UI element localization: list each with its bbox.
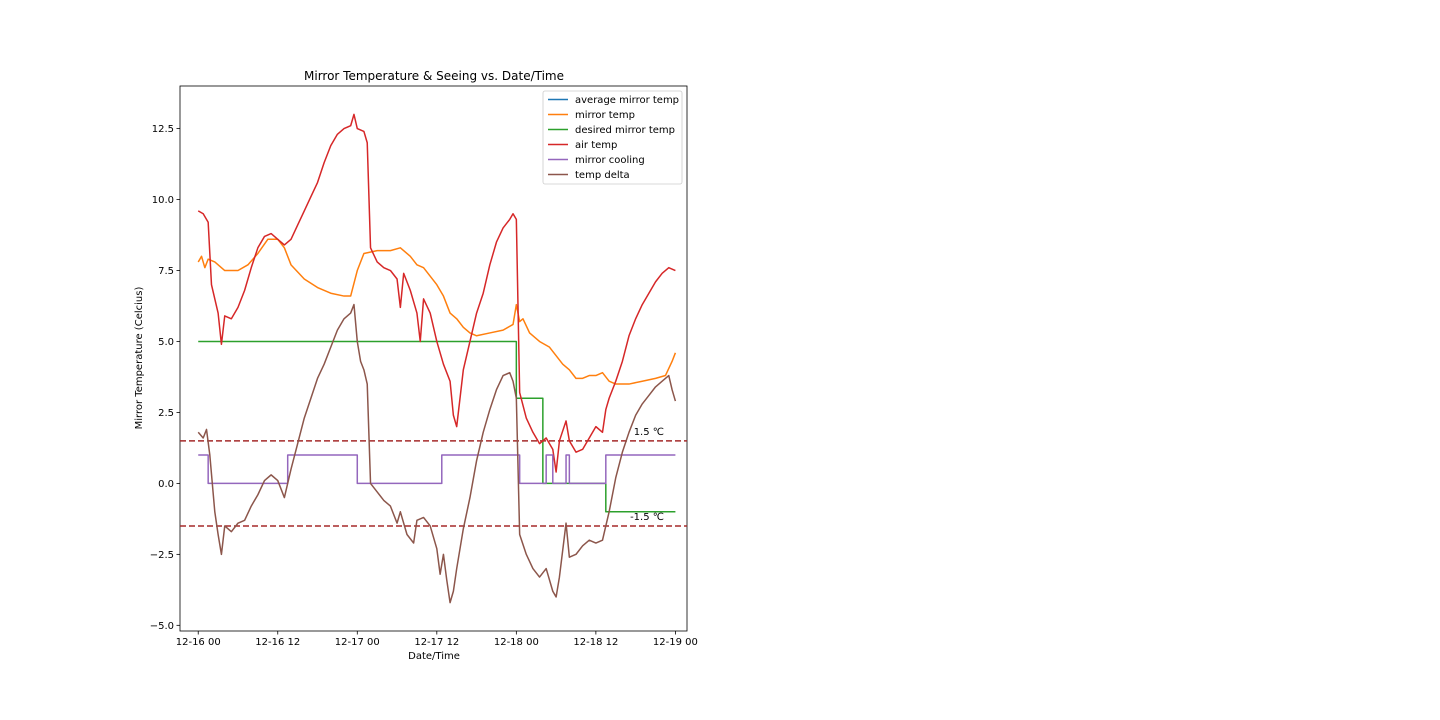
x-tick-label: 12-18 00	[494, 637, 539, 648]
reference-line-label: -1.5 ℃	[630, 512, 664, 523]
x-axis-label: Date/Time	[408, 651, 460, 662]
y-tick-label: 10.0	[152, 195, 174, 206]
legend-box	[542, 90, 683, 185]
x-tick-label: 12-16 00	[176, 637, 221, 648]
x-tick-label: 12-16 12	[255, 637, 300, 648]
air-temp-line	[197, 113, 676, 473]
legend-label: air temp	[575, 140, 617, 151]
chart-title: Mirror Temperature & Seeing vs. Date/Tim…	[304, 69, 564, 83]
x-axis: 12-16 00 12-16 12 12-17 00 12-17 12 12-18 00…	[176, 631, 698, 648]
y-tick-label: −5.0	[150, 621, 174, 632]
x-tick-label: 12-17 12	[414, 637, 459, 648]
y-tick-label: 0.0	[158, 479, 174, 490]
y-axis-label: Mirror Temperature (Celcius)	[134, 287, 145, 430]
legend-label: mirror cooling	[575, 155, 645, 166]
y-tick-label: −2.5	[150, 550, 174, 561]
series-layer	[197, 113, 677, 604]
legend-label: desired mirror temp	[575, 125, 675, 136]
y-tick-label: 12.5	[152, 124, 174, 135]
x-tick-label: 12-19 00	[653, 637, 698, 648]
y-axis: −5.0 −2.5 0.0 2.5 5.0 7.5 10.0 12.5	[150, 124, 180, 632]
mirror-temp-line	[197, 238, 677, 385]
x-tick-label: 12-18 12	[573, 637, 618, 648]
legend-label: mirror temp	[575, 110, 635, 121]
y-tick-label: 5.0	[158, 337, 174, 348]
y-tick-label: 7.5	[158, 266, 174, 277]
reference-labels: 1.5 ℃ -1.5 ℃	[630, 427, 664, 523]
mirror-cooling-line	[198, 454, 676, 485]
reference-lines	[180, 440, 687, 527]
legend: average mirror temp mirror temp desired mi…	[542, 90, 683, 185]
temp-delta-line	[197, 303, 677, 604]
y-tick-label: 2.5	[158, 408, 174, 419]
legend-label: average mirror temp	[575, 95, 679, 106]
x-tick-label: 12-17 00	[335, 637, 380, 648]
reference-line-label: 1.5 ℃	[634, 427, 664, 438]
legend-label: temp delta	[575, 170, 630, 181]
